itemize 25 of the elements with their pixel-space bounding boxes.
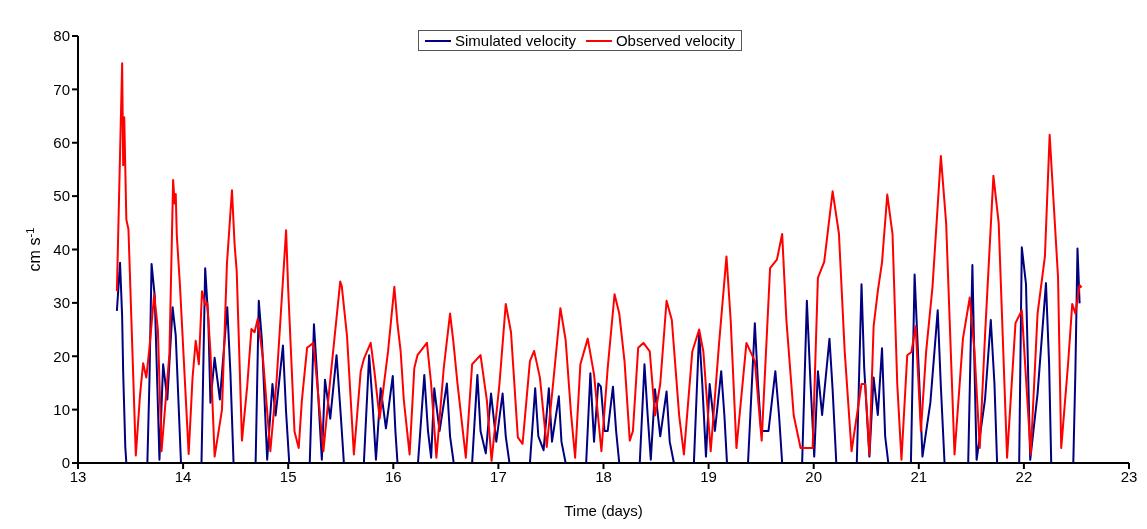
- y-tick-label: 60: [53, 134, 70, 152]
- x-tick-label: 16: [384, 467, 402, 485]
- y-tick-label: 30: [53, 294, 70, 312]
- y-tick-label: 20: [53, 347, 70, 365]
- y-tick-label: 80: [53, 27, 70, 45]
- y-tick-label: 40: [53, 240, 70, 258]
- x-axis-title: Time (days): [564, 502, 643, 519]
- y-tick-label: 10: [53, 400, 70, 418]
- x-tick-label: 17: [490, 467, 507, 485]
- x-tick-label: 19: [700, 467, 717, 485]
- x-tick-label: 21: [910, 467, 928, 485]
- legend-label: Simulated velocity: [455, 32, 576, 49]
- x-tick-label: 22: [1015, 467, 1033, 485]
- line-series: [115, 246, 1081, 463]
- y-tick-label: 70: [53, 80, 70, 98]
- legend-label: Observed velocity: [615, 32, 736, 49]
- x-tick-label: 23: [1120, 467, 1138, 485]
- x-tick-label: 20: [805, 467, 823, 485]
- x-tick-label: 15: [279, 467, 297, 485]
- x-tick-label: 14: [174, 467, 192, 485]
- line-series: [115, 62, 1083, 462]
- x-tick-label: 18: [595, 467, 612, 485]
- y-tick-label: 50: [53, 187, 70, 205]
- x-tick-label: 13: [69, 467, 87, 485]
- y-tick-label: 0: [61, 454, 70, 472]
